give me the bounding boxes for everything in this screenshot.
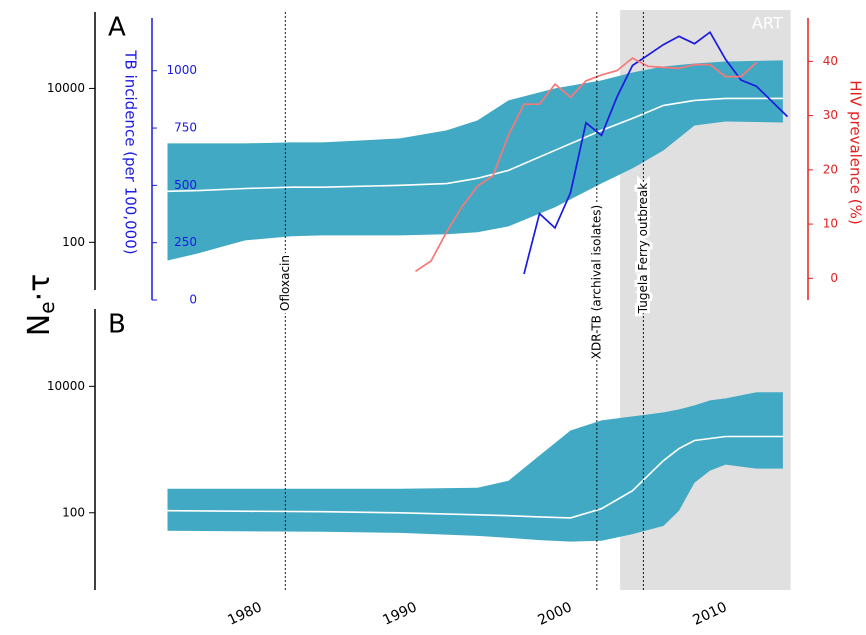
- x-tick-label: 1980: [225, 599, 264, 629]
- y-label-main: N: [22, 314, 57, 336]
- overlay-y-tick-label: 10: [823, 217, 838, 231]
- overlay-y-tick-label: 40: [823, 54, 838, 68]
- overlay-line: [415, 57, 758, 273]
- overlay-axis-label: TB incidence (per 100,000): [122, 49, 140, 254]
- event-label: Ofloxacin: [278, 255, 292, 311]
- ci-band: [167, 60, 783, 261]
- overlay-y-tick-label: 20: [823, 162, 838, 176]
- event-label: Tugela Ferry outbreak: [636, 183, 650, 314]
- y-tick-label: 10000: [47, 379, 85, 393]
- overlay-line: [523, 30, 789, 275]
- overlay-y-tick-label: 250: [174, 235, 197, 249]
- x-tick-label: 2000: [535, 599, 574, 629]
- panel-label: A: [108, 13, 126, 43]
- y-label-rest: ·τ: [22, 274, 57, 302]
- y-label-sub: e: [35, 301, 59, 313]
- y-tick-label: 100: [62, 505, 85, 519]
- panel-label: B: [108, 310, 126, 340]
- y-tick-label: 100: [62, 235, 85, 249]
- x-tick-label: 2010: [690, 599, 729, 629]
- median-line: [167, 435, 783, 519]
- overlay-y-tick-label: 30: [823, 108, 838, 122]
- overlay-y-tick-label: 0: [830, 271, 838, 285]
- overlay-y-tick-label: 1000: [166, 63, 197, 77]
- overlay-y-tick-label: 750: [174, 121, 197, 135]
- shade-label: ART: [752, 14, 783, 33]
- ci-band: [167, 392, 783, 542]
- y-axis-label: Ne·τ: [22, 274, 59, 336]
- overlay-layer: [415, 30, 789, 275]
- event-label: XDR-TB (archival isolates): [589, 205, 603, 359]
- overlay-y-tick-label: 500: [174, 178, 197, 192]
- y-tick-label: 10000: [47, 81, 85, 95]
- x-tick-label: 1990: [380, 599, 419, 629]
- overlay-y-tick-label: 0: [189, 293, 197, 307]
- overlay-axis-label: HIV prevalence (%): [847, 80, 865, 225]
